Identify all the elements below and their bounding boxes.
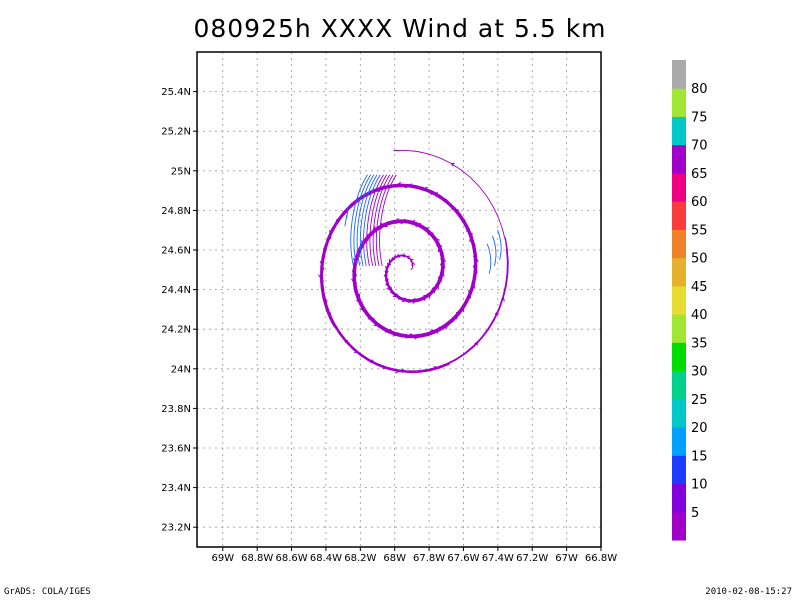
- y-tick-label: 25.2N: [161, 127, 191, 138]
- streamline-arrow: [383, 223, 388, 227]
- colorbar-segment: [672, 116, 686, 146]
- colorbar-label: 45: [691, 280, 708, 295]
- x-axis-ticks: 69W 68.8W 68.6W 68.4W 68.2W 68W 67.8W 67.6W 67.4…: [211, 547, 617, 564]
- plot-frame: [196, 51, 602, 548]
- streamline: [353, 174, 372, 266]
- colorbar-label: 70: [691, 139, 708, 154]
- colorbar-segment: [672, 88, 686, 117]
- streamline: [350, 174, 368, 266]
- streamline: [491, 235, 497, 266]
- streamline: [366, 174, 384, 266]
- colorbar-segment: [672, 342, 686, 372]
- colorbar-segment: [672, 257, 686, 287]
- colorbar: 5 10 15 20 25 30 35 40 45 50 55 60 65 70 75 80: [672, 60, 708, 541]
- streamline: [363, 174, 381, 266]
- colorbar-segment: [672, 314, 686, 343]
- x-tick-label: 67.8W: [413, 553, 445, 564]
- streamline: [379, 174, 397, 266]
- streamline-arrow: [433, 366, 439, 371]
- x-tick-label: 67W: [555, 553, 578, 564]
- streamline: [322, 186, 476, 372]
- x-tick-label: 68W: [383, 553, 406, 564]
- colorbar-label: 25: [691, 393, 708, 408]
- streamline-arrow: [356, 293, 361, 299]
- x-tick-label: 66.8W: [585, 553, 617, 564]
- y-axis-ticks: 23.2N 23.4N 23.6N 23.8N 24N 24.2N 24.4N 24.6N 24…: [161, 87, 197, 534]
- streamline: [369, 174, 388, 266]
- y-tick-label: 24N: [171, 364, 191, 375]
- colorbar-segment: [672, 427, 686, 456]
- colorbar-segment: [672, 60, 686, 89]
- streamline: [356, 174, 375, 266]
- chart-title: 080925h XXXX Wind at 5.5 km: [193, 14, 607, 43]
- streamline: [372, 174, 391, 266]
- y-tick-label: 25N: [171, 166, 191, 177]
- x-tick-label: 68.6W: [275, 553, 307, 564]
- streamlines: [318, 149, 509, 374]
- y-tick-label: 24.6N: [161, 246, 191, 257]
- colorbar-segment: [672, 455, 686, 485]
- colorbar-label: 80: [691, 82, 708, 97]
- colorbar-label: 5: [691, 506, 699, 521]
- colorbar-segment: [672, 511, 686, 541]
- colorbar-label: 40: [691, 308, 708, 323]
- streamline: [486, 243, 492, 274]
- x-tick-label: 67.4W: [482, 553, 514, 564]
- streamline: [359, 174, 378, 266]
- x-tick-label: 67.6W: [447, 553, 479, 564]
- x-tick-label: 69W: [211, 553, 234, 564]
- streamline-arrow: [323, 299, 328, 305]
- y-tick-label: 25.4N: [161, 87, 191, 98]
- colorbar-label: 30: [691, 365, 708, 380]
- streamline-arrow: [450, 162, 455, 167]
- colorbar-label: 50: [691, 252, 708, 267]
- footer-credit: GrADS: COLA/IGES: [4, 587, 91, 597]
- colorbar-segment: [672, 201, 686, 230]
- x-tick-label: 68.8W: [241, 553, 273, 564]
- x-tick-label: 68.2W: [344, 553, 376, 564]
- colorbar-segment: [672, 172, 686, 202]
- streamline: [346, 206, 350, 219]
- colorbar-segment: [672, 370, 686, 400]
- y-tick-label: 23.4N: [161, 483, 191, 494]
- colorbar-label: 35: [691, 336, 708, 351]
- colorbar-label: 55: [691, 223, 708, 238]
- x-tick-label: 68.4W: [310, 553, 342, 564]
- streamline-arrow: [437, 247, 442, 253]
- y-tick-label: 24.2N: [161, 325, 191, 336]
- streamline-arrow: [494, 310, 499, 316]
- streamline: [322, 186, 508, 372]
- colorbar-segment: [672, 144, 686, 174]
- streamline-arrow: [430, 329, 435, 334]
- colorbar-segment: [672, 229, 686, 259]
- colorbar-label: 20: [691, 421, 708, 436]
- streamline: [497, 229, 502, 261]
- streamline-arrow: [469, 237, 474, 242]
- colorbar-segment: [672, 483, 686, 513]
- y-tick-label: 24.8N: [161, 206, 191, 217]
- colorbar-label: 15: [691, 449, 708, 464]
- colorbar-segment: [672, 398, 686, 428]
- y-tick-label: 23.8N: [161, 404, 191, 415]
- colorbar-segment: [672, 285, 686, 315]
- streamline: [375, 174, 394, 266]
- colorbar-label: 60: [691, 195, 708, 210]
- streamline-arrow: [376, 188, 381, 192]
- colorbar-label: 10: [691, 478, 708, 493]
- x-tick-label: 67.2W: [516, 553, 548, 564]
- y-tick-label: 23.2N: [161, 523, 191, 534]
- colorbar-label: 65: [691, 167, 708, 182]
- footer-timestamp: 2010-02-08-15:27: [705, 587, 792, 597]
- colorbar-label: 75: [691, 110, 708, 125]
- y-tick-label: 23.6N: [161, 444, 191, 455]
- y-tick-label: 24.4N: [161, 285, 191, 296]
